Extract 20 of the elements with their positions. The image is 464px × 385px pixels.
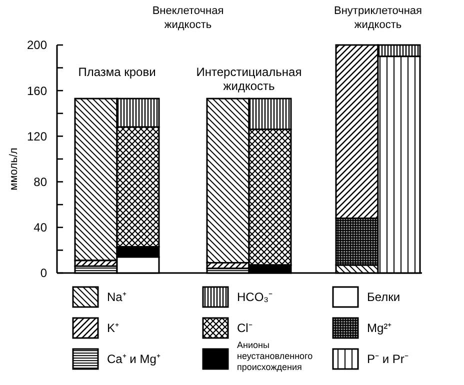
y-axis-title: ммоль/л: [8, 148, 20, 190]
y-tick-label: 160: [26, 84, 48, 98]
legend-label: Анионы неустановленного происхождения: [237, 340, 313, 372]
y-tick-label: 0: [40, 266, 48, 280]
legend-label: Cl⁻: [237, 321, 252, 335]
legend-label: P⁻ и Pr⁻: [367, 352, 408, 366]
legend-label: HCO₃⁻: [237, 290, 273, 304]
y-tick-label: 120: [26, 129, 48, 144]
legend-label: Ca⁺ и Mg⁺: [107, 352, 160, 366]
text: Внутриклеточная жидкость: [334, 5, 422, 31]
text: Внеклеточная жидкость: [152, 5, 224, 31]
legend-label: Mg²⁺: [367, 321, 392, 335]
legend-label: K⁺: [107, 321, 120, 335]
y-tick-label: 80: [34, 175, 48, 189]
annotation: Интерстициальная жидкость: [196, 65, 302, 93]
y-tick-label: 40: [34, 220, 48, 235]
legend-label: Белки: [367, 290, 400, 304]
y-tick-label: 200: [26, 38, 48, 52]
legend-label: Na⁺: [107, 290, 126, 304]
annotation: Плазма крови: [78, 65, 156, 79]
